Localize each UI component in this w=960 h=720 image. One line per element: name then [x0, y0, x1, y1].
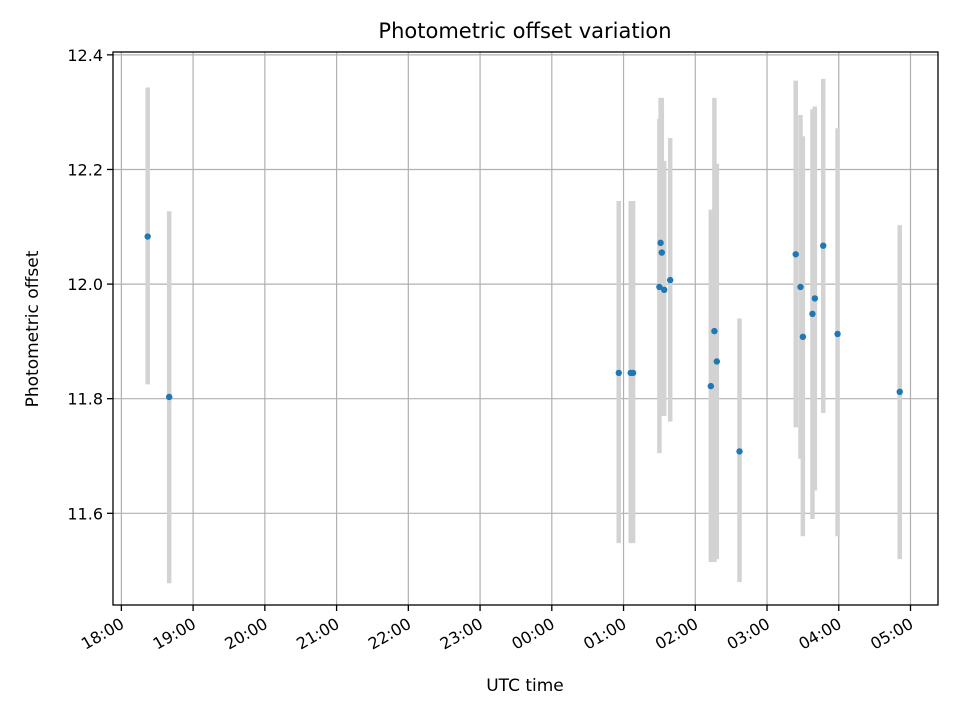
data-point	[799, 333, 807, 341]
data-point	[736, 448, 743, 455]
error-bars	[145, 78, 902, 584]
data-point	[144, 233, 151, 240]
y-tick-label: 11.8	[67, 390, 103, 409]
data-point	[658, 249, 666, 256]
y-axis-label: Photometric offset	[23, 250, 43, 407]
x-tick-label: 01:00	[580, 614, 629, 654]
chart-title: Photometric offset variation	[378, 19, 671, 43]
x-axis-label: UTC time	[486, 676, 564, 696]
x-tick-label: 18:00	[78, 614, 127, 654]
x-tick-label: 19:00	[150, 614, 199, 654]
data-point	[711, 327, 718, 335]
data-point	[165, 393, 173, 401]
data-point	[792, 251, 799, 258]
x-tick-label: 20:00	[221, 614, 270, 654]
data-point	[656, 283, 663, 291]
x-tick-label: 00:00	[508, 614, 557, 654]
data-point	[615, 369, 622, 377]
data-point	[834, 330, 841, 338]
data-point	[713, 358, 721, 365]
x-tick-label: 02:00	[652, 614, 701, 654]
y-axis-ticks: 11.6 11.8 12.0 12.2 12.4	[67, 46, 113, 523]
data-point	[657, 239, 664, 247]
data-point	[629, 369, 637, 377]
x-tick-label: 05:00	[867, 614, 916, 654]
x-axis-ticks: 18:00 19:00 20:00 21:00 22:00 23:00 00:00 01:00…	[78, 605, 917, 654]
data-point	[811, 295, 819, 302]
y-tick-label: 11.6	[67, 504, 103, 523]
data-point	[707, 382, 715, 390]
x-tick-label: 03:00	[724, 614, 773, 654]
x-tick-label: 04:00	[795, 614, 844, 654]
data-point	[797, 283, 804, 291]
x-tick-label: 21:00	[293, 614, 342, 654]
plot-frame	[112, 51, 939, 606]
y-tick-label: 12.4	[67, 46, 103, 65]
data-point	[809, 310, 816, 318]
data-point	[660, 286, 668, 294]
data-point	[666, 276, 674, 284]
y-tick-label: 12.0	[67, 275, 103, 294]
y-tick-label: 12.2	[67, 160, 103, 179]
data-points	[144, 233, 903, 455]
x-tick-label: 22:00	[365, 614, 414, 654]
x-tick-label: 23:00	[437, 614, 486, 654]
data-point	[896, 388, 903, 396]
data-point	[820, 242, 827, 249]
